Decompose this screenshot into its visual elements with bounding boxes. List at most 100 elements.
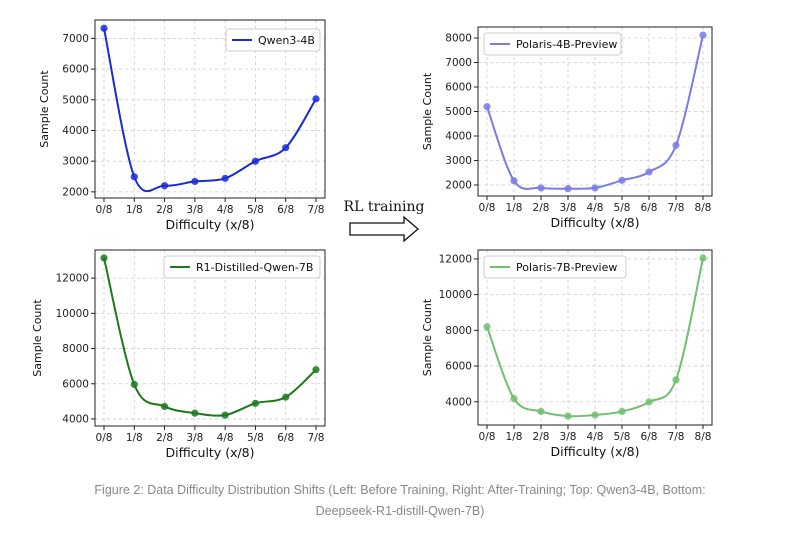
x-tick-label: 2/8 <box>156 204 173 216</box>
legend: R1-Distilled-Qwen-7B <box>163 255 321 279</box>
data-point <box>618 176 626 184</box>
data-point <box>537 184 545 192</box>
x-tick-label: 5/8 <box>614 202 631 214</box>
data-point <box>251 157 260 165</box>
y-tick-label: 2000 <box>62 186 89 198</box>
y-tick-label: 10000 <box>56 308 89 320</box>
x-tick-label: 3/8 <box>186 432 203 444</box>
x-tick-label: 6/8 <box>277 432 294 444</box>
x-tick-label: 1/8 <box>506 431 523 443</box>
chart-polaris-7b-preview: 0/8 1/8 2/8 3/8 4/8 5/8 6/8 7/8 8/8 4000 6000 8000 1… <box>421 249 713 459</box>
x-tick-label: 8/8 <box>695 431 712 443</box>
legend: Polaris-4B-Preview <box>483 32 622 56</box>
x-tick-label: 7/8 <box>668 431 685 443</box>
grid <box>95 20 325 198</box>
legend-box <box>483 32 622 56</box>
y-tick-label: 5000 <box>62 94 89 106</box>
x-tick-label: 5/8 <box>247 432 264 444</box>
data-point <box>191 409 199 417</box>
data-point <box>645 398 653 406</box>
x-tick-label: 5/8 <box>614 431 631 443</box>
y-tick-label: 4000 <box>445 396 472 408</box>
data-point <box>130 173 138 181</box>
legend-box <box>225 28 321 52</box>
data-point <box>483 103 491 111</box>
y-tick-label: 4000 <box>62 125 89 137</box>
chart-r1-distilled-qwen-7b: 0/8 1/8 2/8 3/8 4/8 5/8 6/8 7/8 4000 6000 8000 1000… <box>31 249 326 460</box>
y-axis-label: Sample Count <box>38 70 51 148</box>
y-tick-label: 6000 <box>62 378 89 390</box>
data-point <box>564 412 572 420</box>
x-tick-label: 7/8 <box>308 204 325 216</box>
x-tick-label: 3/8 <box>560 431 577 443</box>
data-point <box>312 366 320 374</box>
data-point <box>100 254 108 262</box>
data-point <box>591 411 599 419</box>
data-point <box>510 177 518 185</box>
x-tick-label: 7/8 <box>668 202 685 214</box>
data-point <box>699 31 707 39</box>
data-point <box>160 182 169 190</box>
data-point <box>160 402 169 411</box>
x-tick-label: 2/8 <box>533 202 550 214</box>
y-axis-label: Sample Count <box>421 72 434 150</box>
x-tick-label: 6/8 <box>641 202 658 214</box>
data-point <box>510 394 518 403</box>
x-tick-label: 4/8 <box>587 202 604 214</box>
legend-label: R1-Distilled-Qwen-7B <box>196 261 313 274</box>
plot-frame <box>94 249 326 427</box>
x-tick-label: 6/8 <box>277 204 294 216</box>
y-tick-label: 7000 <box>445 57 472 69</box>
x-tick-label: 3/8 <box>186 204 203 216</box>
x-tick-label: 6/8 <box>641 431 658 443</box>
legend-box <box>483 255 627 279</box>
legend: Qwen3-4B <box>225 28 321 52</box>
x-tick-label: 7/8 <box>308 432 325 444</box>
y-axis-label: Sample Count <box>31 299 44 377</box>
rl-training-annotation: RL training <box>344 199 424 243</box>
data-point <box>618 407 626 416</box>
legend-box <box>163 255 321 279</box>
x-axis-label: Difficulty (x/8) <box>165 217 254 232</box>
grid <box>95 250 325 426</box>
x-tick-label: 1/8 <box>506 202 523 214</box>
y-tick-label: 5000 <box>445 106 472 118</box>
y-axis-label: Sample Count <box>421 298 434 376</box>
data-point <box>312 95 320 103</box>
caption-line-1: Figure 2: Data Difficulty Distribution S… <box>94 483 706 497</box>
x-tick-label: 5/8 <box>247 204 264 216</box>
x-tick-label: 0/8 <box>479 202 496 214</box>
x-tick-label: 0/8 <box>96 204 113 216</box>
y-tick-label: 8000 <box>445 325 472 337</box>
x-tick-label: 3/8 <box>560 202 577 214</box>
data-point <box>221 411 229 419</box>
x-axis-label: Difficulty (x/8) <box>550 215 639 230</box>
y-tick-label: 4000 <box>62 413 89 425</box>
data-point <box>282 393 290 401</box>
right-arrow-icon <box>349 215 419 243</box>
data-point <box>591 184 599 192</box>
data-point <box>699 254 707 262</box>
y-tick-label: 2000 <box>445 179 472 191</box>
y-tick-label: 8000 <box>445 33 472 45</box>
y-tick-label: 7000 <box>62 33 89 45</box>
x-tick-label: 4/8 <box>217 432 234 444</box>
data-point <box>221 174 229 182</box>
caption-line-2: Deepseek-R1-distill-Qwen-7B) <box>315 504 485 518</box>
y-tick-label: 8000 <box>62 343 89 355</box>
data-point <box>130 380 138 389</box>
data-point <box>251 399 260 407</box>
data-point <box>672 141 680 149</box>
x-tick-label: 0/8 <box>479 431 496 443</box>
plot-frame <box>94 19 326 199</box>
y-tick-label: 6000 <box>445 361 472 373</box>
data-point <box>672 376 680 384</box>
data-point <box>564 185 572 193</box>
data-point <box>483 323 491 331</box>
data-point <box>645 168 653 176</box>
x-tick-label: 2/8 <box>533 431 550 443</box>
data-point <box>282 144 290 152</box>
y-tick-label: 4000 <box>445 130 472 142</box>
x-tick-label: 4/8 <box>587 431 604 443</box>
